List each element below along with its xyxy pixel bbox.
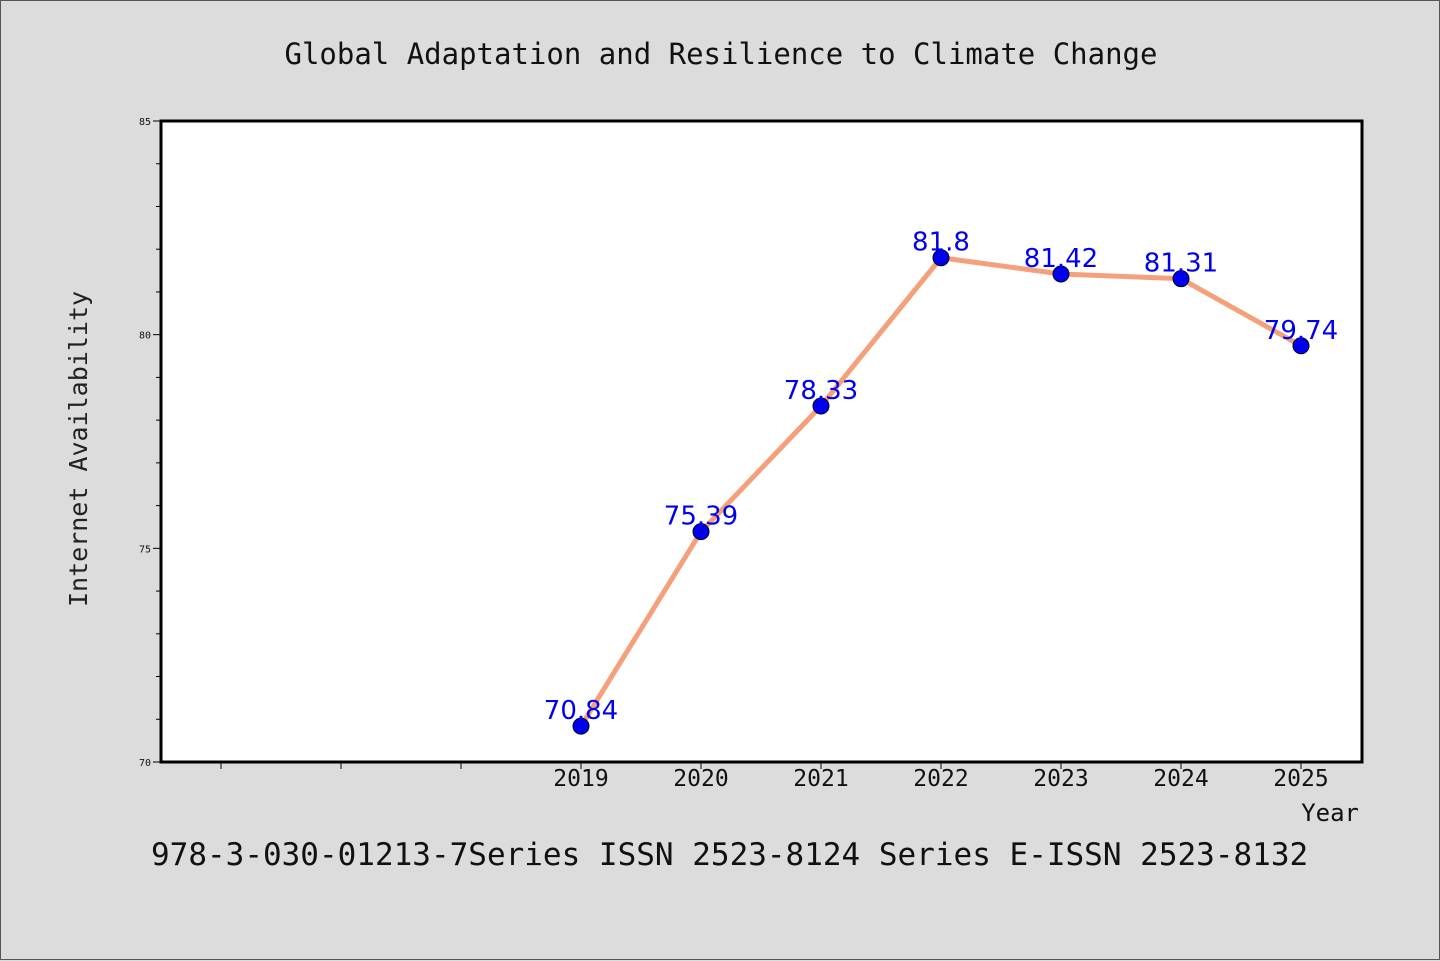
x-tick-label: 2022 <box>913 766 968 792</box>
y-tick-label: 85 <box>139 117 151 128</box>
y-axis-label: Internet Availability <box>64 291 93 607</box>
data-label: 70.84 <box>544 696 618 726</box>
data-point <box>932 249 950 267</box>
data-point <box>572 717 590 735</box>
x-tick-label: 2023 <box>1033 766 1088 792</box>
y-tick-label: 75 <box>139 544 151 555</box>
x-tick-label: 2024 <box>1153 766 1208 792</box>
plot-area <box>159 119 1364 764</box>
data-points <box>572 249 1310 735</box>
data-label: 81.42 <box>1024 244 1098 274</box>
data-label: 78.33 <box>784 376 858 406</box>
x-axis: 2019 2020 2021 2022 2023 2024 2025 <box>220 762 1329 792</box>
data-point <box>1052 265 1070 283</box>
y-axis: 70 75 80 85 <box>139 117 161 769</box>
data-point <box>812 397 830 415</box>
data-label: 81.8 <box>912 228 970 258</box>
y-tick-label: 70 <box>139 758 151 769</box>
data-point <box>692 523 710 541</box>
x-tick-label: 2025 <box>1273 766 1328 792</box>
data-point <box>1172 270 1190 288</box>
data-label: 79.74 <box>1264 316 1338 346</box>
data-label: 75.39 <box>664 502 738 532</box>
x-tick-label: 2019 <box>553 766 608 792</box>
x-tick-label: 2020 <box>673 766 728 792</box>
footer-isbn-text: 978-3-030-01213-7Series ISSN 2523-8124 S… <box>151 837 1308 873</box>
chart-title: Global Adaptation and Resilience to Clim… <box>285 37 1158 71</box>
x-axis-label: Year <box>1301 799 1359 827</box>
data-labels: 70.84 75.39 78.33 81.8 81.42 81.31 79.74 <box>544 228 1338 726</box>
y-tick-label: 80 <box>139 331 151 342</box>
data-label: 81.31 <box>1144 249 1218 279</box>
x-tick-label: 2021 <box>793 766 848 792</box>
data-point <box>1292 337 1310 355</box>
